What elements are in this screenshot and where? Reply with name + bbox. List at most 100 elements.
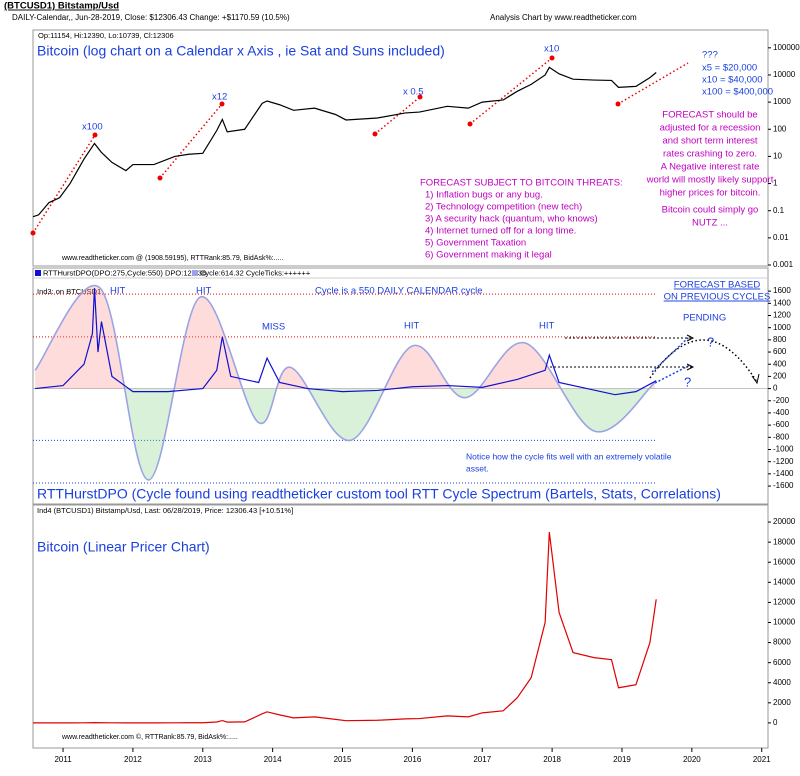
y-tick-label: 1000 xyxy=(773,323,791,332)
threats-title: FORECAST SUBJECT TO BITCOIN THREATS: xyxy=(420,178,623,189)
y-tick-label: 600 xyxy=(773,347,787,356)
forecast-line: adjusted for a recession xyxy=(660,123,761,134)
hit-label: HIT xyxy=(196,286,212,297)
multiplier-label: x 0.5 xyxy=(403,87,424,98)
y-tick-label: 4000 xyxy=(773,678,791,687)
y-tick-label: -1600 xyxy=(773,481,794,490)
y-tick-label: 100 xyxy=(773,124,787,133)
y-tick-label: 1200 xyxy=(773,311,791,320)
y-tick-label: 0 xyxy=(773,384,778,393)
x-tick-label: 2019 xyxy=(613,755,631,764)
panel-info: Ind4 (BTCUSD1) Bitstamp/Usd, Last: 06/28… xyxy=(37,506,293,515)
y-tick-label: 0 xyxy=(773,718,778,727)
forecast-line: NUTZ ... xyxy=(692,218,728,229)
multiplier-label: x12 xyxy=(212,92,227,103)
forecast-line: and short term interest xyxy=(662,136,757,147)
price-line xyxy=(33,532,657,724)
cycle-area xyxy=(35,388,655,480)
panel-frame xyxy=(32,504,769,749)
dot xyxy=(467,121,473,127)
forecast-note: FORECAST should be adjusted for a recess… xyxy=(646,110,774,229)
multiplier-label: x10 xyxy=(544,44,559,55)
y-tick-label: -1400 xyxy=(773,469,794,478)
dot xyxy=(219,101,225,107)
legend-swatch xyxy=(35,270,41,276)
target-label: x5 = $20,000 xyxy=(702,63,757,74)
y-tick-label: 800 xyxy=(773,335,787,344)
hit-label: HIT xyxy=(404,321,420,332)
multiplier-line xyxy=(159,103,223,179)
y-tick-label: -600 xyxy=(773,420,790,429)
target-label: x100 = $400,000 xyxy=(702,87,773,98)
forecast-line: higher prices for bitcoin. xyxy=(660,188,761,199)
dot xyxy=(30,230,36,236)
panel-title: Bitcoin (log chart on a Calendar x Axis … xyxy=(37,43,445,59)
dot xyxy=(417,94,423,100)
indicator-label: Ind3: on BTCUSD1 xyxy=(37,287,101,296)
y-tick-label: 10000 xyxy=(773,70,796,79)
x-tick-label: 2012 xyxy=(124,755,142,764)
threat: 4) Internet turned off for a long time. xyxy=(425,226,576,237)
legend-label: RTTHurstDPO(DPO:275,Cycle:550) DPO:129.3… xyxy=(43,268,206,277)
hit-label: MISS xyxy=(262,322,285,333)
y-tick-label: 18000 xyxy=(773,537,796,546)
arrowhead xyxy=(686,334,695,342)
panel-footer: www.readtheticker.com ©, RTTRank:85.79, … xyxy=(61,733,238,741)
threat: 2) Technology competition (new tech) xyxy=(425,202,582,213)
y-tick-label: 2000 xyxy=(773,698,791,707)
symbol: (BTCUSD1) Bitstamp/Usd xyxy=(4,1,119,12)
threat: 3) A security hack (quantum, who knows) xyxy=(425,214,598,225)
x-tick-label: 2017 xyxy=(473,755,491,764)
threat: 6) Government making it legal xyxy=(425,250,552,261)
threat: 5) Government Taxation xyxy=(425,238,526,249)
forecast-arrow xyxy=(649,339,758,383)
x-tick-label: 2016 xyxy=(403,755,421,764)
x-tick-label: 2021 xyxy=(753,755,771,764)
y-tick-label: 200 xyxy=(773,372,787,381)
multiplier-line xyxy=(374,96,421,135)
price-line xyxy=(32,66,657,218)
y-tick-label: 8000 xyxy=(773,638,791,647)
multiplier-label: x100 xyxy=(82,122,103,133)
header-credit: Analysis Chart by www.readtheticker.com xyxy=(490,13,637,22)
target-label: x10 = $40,000 xyxy=(702,75,762,86)
y-tick-label: -1200 xyxy=(773,457,794,466)
x-tick-label: 2020 xyxy=(683,755,701,764)
question: ? xyxy=(707,334,714,349)
dot xyxy=(92,132,98,138)
forecast-line: rates crashing to zero. xyxy=(663,149,757,160)
dot xyxy=(615,101,621,107)
y-tick-label: -1000 xyxy=(773,445,794,454)
notice: asset. xyxy=(466,463,489,473)
y-tick-label: -800 xyxy=(773,432,790,441)
panel-title: RTTHurstDPO (Cycle found using readtheti… xyxy=(37,486,721,502)
y-tick-label: -200 xyxy=(773,396,790,405)
price-line xyxy=(35,288,657,396)
y-tick-label: 10 xyxy=(773,152,782,161)
forecast-line: Bitcoin could simply go xyxy=(662,205,759,216)
y-tick-label: 100000 xyxy=(773,43,800,52)
panel-frame xyxy=(32,267,769,505)
legend-swatch xyxy=(192,270,198,276)
cycle-area xyxy=(35,285,655,389)
forecast-line: FORECAST should be xyxy=(662,110,757,121)
ohlc-info: Op:11154, Hi:12390, Lo:10739, Cl:12306 xyxy=(38,31,174,40)
dot xyxy=(372,131,378,137)
y-tick-label: 20000 xyxy=(773,517,796,526)
multiplier-dots xyxy=(30,55,621,236)
forecast-arrow xyxy=(651,335,691,373)
y-tick-label: 0.1 xyxy=(773,206,785,215)
y-tick-label: 10000 xyxy=(773,618,796,627)
panel-frame xyxy=(32,29,769,267)
question: ? xyxy=(684,374,691,389)
y-tick-label: 400 xyxy=(773,359,787,368)
y-tick-label: 0.001 xyxy=(773,260,794,269)
target-label: ??? xyxy=(702,50,718,61)
dot xyxy=(549,55,555,61)
arrowhead xyxy=(686,363,695,371)
x-tick-label: 2011 xyxy=(54,755,72,764)
forecast-arrow xyxy=(654,364,691,384)
dot xyxy=(157,175,163,181)
